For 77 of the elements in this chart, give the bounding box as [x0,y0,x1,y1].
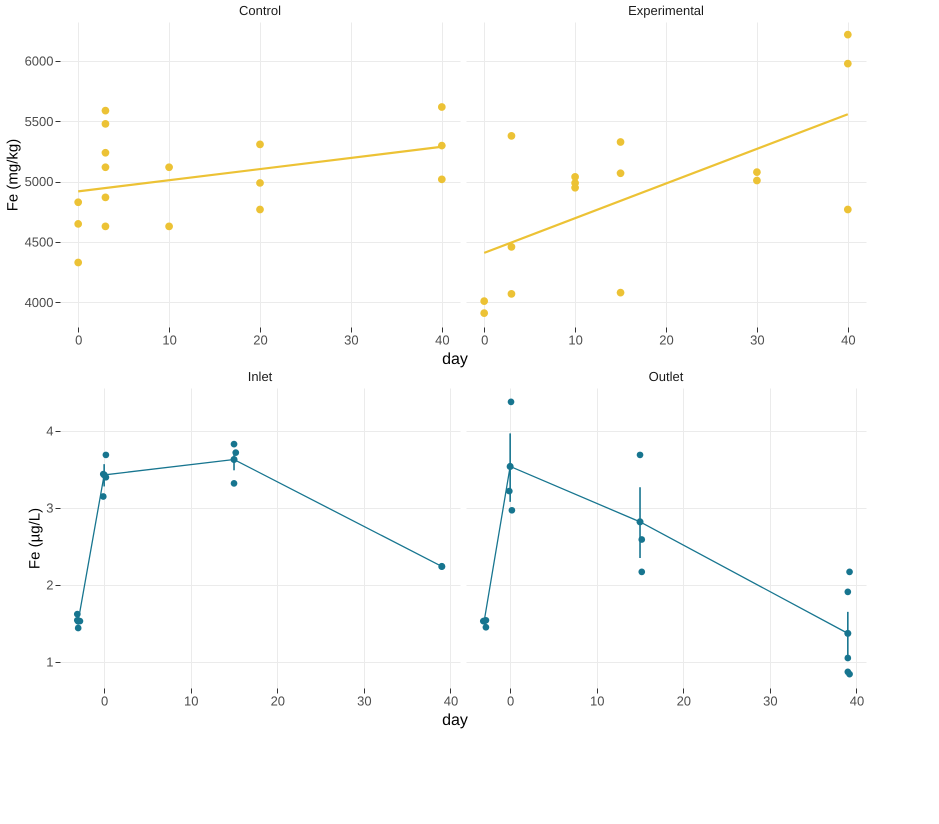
point [482,624,490,631]
point [74,220,82,228]
x-tick-label: 40 [444,694,458,708]
x-tick-label: 30 [763,694,778,708]
x-tick-label: 0 [481,332,488,348]
x-tick-label: 40 [841,332,856,348]
x-axis-title: day [442,351,468,368]
point [616,138,624,146]
point [508,290,516,298]
point [165,222,173,230]
point [256,179,264,187]
point [616,288,624,297]
y-tick-label: 5500 [24,114,54,129]
x-tick-label: 20 [676,694,692,708]
point [102,452,110,458]
point [616,169,624,178]
point [102,222,110,230]
point [753,176,761,184]
point [230,440,238,448]
x-tick-label: 10 [162,332,177,348]
point [844,206,852,214]
point [256,206,264,214]
point [508,398,514,406]
x-axis-title: day [442,712,468,729]
point [102,120,110,128]
point [508,506,516,514]
y-tick-label: 4000 [24,294,54,310]
x-tick-label: 10 [590,694,604,708]
point [638,568,646,576]
y-tick-label: 5000 [24,174,54,190]
point [102,194,110,202]
y-axis-title: Fe (µg/L) [26,508,44,570]
point [438,175,446,184]
y-tick-label: 4 [46,424,54,439]
x-tick-label: 20 [253,332,268,348]
chart-title: Inlet [248,369,273,384]
point [753,168,761,176]
y-tick-label: 3 [46,500,54,516]
y-tick-label: 6000 [24,54,54,69]
point [844,30,852,39]
x-tick-label: 0 [101,694,108,708]
point [508,242,516,251]
x-tick-label: 0 [507,694,514,708]
point [230,480,238,487]
x-tick-label: 30 [357,694,372,708]
x-tick-label: 20 [270,694,286,708]
x-tick-label: 0 [75,332,82,348]
x-tick-label: 30 [344,332,359,348]
x-tick-label: 10 [568,332,583,348]
point [256,140,264,148]
chart-title: Experimental [628,3,704,18]
point [102,148,110,157]
x-tick-label: 40 [435,332,450,348]
point [480,309,488,317]
point [844,588,852,596]
point [636,452,644,458]
x-tick-label: 40 [850,694,864,708]
point [74,198,82,206]
point [438,103,446,111]
point [102,106,110,114]
chart-title: Outlet [648,369,684,384]
y-tick-label: 2 [46,577,54,592]
point [480,297,488,305]
point [74,258,82,266]
point [846,568,853,576]
x-tick-label: 30 [750,332,765,348]
point [102,163,110,172]
y-tick-label: 1 [46,654,54,670]
point [74,624,82,632]
point [844,60,852,68]
chart-title: Control [239,3,282,18]
point [508,132,516,140]
x-tick-label: 20 [659,332,674,348]
y-tick-label: 4500 [24,234,54,250]
x-tick-label: 10 [184,694,198,708]
point [165,163,173,172]
y-axis-title: Fe (mg/kg) [4,138,22,212]
